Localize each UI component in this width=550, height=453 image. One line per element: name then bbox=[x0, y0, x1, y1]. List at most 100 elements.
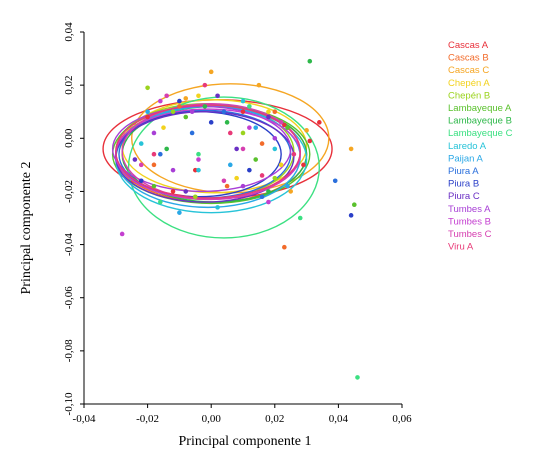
legend-entry-15: Tumbes B bbox=[448, 216, 491, 227]
point-3-2 bbox=[304, 128, 309, 133]
y-tick-label: -0,10 bbox=[63, 392, 75, 415]
x-tick-label: -0,02 bbox=[136, 413, 159, 425]
point-10-4 bbox=[227, 162, 233, 168]
point-7-5 bbox=[202, 104, 208, 109]
legend-entry-2: Cascas B bbox=[448, 53, 489, 64]
y-tick-label: -0,04 bbox=[63, 233, 75, 256]
point-2-3 bbox=[177, 104, 182, 109]
point-5-2 bbox=[240, 130, 246, 136]
point-9-5 bbox=[215, 205, 220, 210]
confidence-ellipses bbox=[102, 83, 333, 239]
y-tick-label: 0,02 bbox=[63, 76, 75, 95]
legend-entry-17: Viru A bbox=[448, 242, 474, 253]
data-points bbox=[119, 58, 360, 380]
point-10-2 bbox=[253, 125, 259, 130]
ellipse-17 bbox=[115, 104, 301, 199]
point-9-4 bbox=[272, 146, 278, 152]
legend-entry-12: Piura B bbox=[448, 179, 479, 190]
point-12-4 bbox=[247, 167, 252, 173]
point-6-5 bbox=[285, 125, 290, 130]
point-1-6 bbox=[240, 109, 246, 115]
axes: -0,04 -0,02 0,00 0,02 0,04 0,06 0,04 0,02 0,00 -0… bbox=[63, 22, 412, 425]
x-tick-label: 0,04 bbox=[329, 413, 349, 425]
point-15-4 bbox=[266, 199, 271, 205]
point-12-5 bbox=[177, 98, 182, 104]
point-2-2 bbox=[259, 141, 265, 146]
legend-entry-3: Cascas C bbox=[448, 65, 489, 76]
legend-entry-11: Piura A bbox=[448, 166, 479, 177]
y-axis-title: Principal componente 2 bbox=[19, 162, 34, 295]
point-16-5 bbox=[240, 146, 246, 152]
point-16-1 bbox=[164, 93, 169, 99]
legend-entry-8: Lambayeque C bbox=[448, 128, 513, 139]
x-axis-title: Principal componente 1 bbox=[179, 434, 312, 449]
point-13-1 bbox=[132, 157, 138, 162]
point-12-3 bbox=[208, 120, 214, 125]
point-13-2 bbox=[234, 146, 239, 152]
point-15-3 bbox=[196, 157, 201, 162]
point-17-1 bbox=[202, 82, 208, 88]
legend-entry-10: Paijan A bbox=[448, 153, 484, 164]
point-1-2 bbox=[282, 122, 287, 128]
point-4-2 bbox=[161, 125, 166, 130]
point-6-2 bbox=[183, 114, 189, 120]
point-17-5 bbox=[291, 151, 297, 157]
point-16-4 bbox=[138, 162, 144, 168]
point-13-5 bbox=[215, 93, 220, 99]
point-7-3 bbox=[164, 146, 169, 152]
point-3-3 bbox=[256, 82, 262, 88]
point-4-1 bbox=[266, 109, 271, 115]
point-13-4 bbox=[183, 189, 189, 194]
point-14-4 bbox=[272, 135, 278, 141]
point-3-4 bbox=[183, 96, 189, 101]
point-15-1 bbox=[119, 231, 125, 237]
point-11-3 bbox=[221, 109, 227, 115]
point-9-2 bbox=[240, 98, 246, 104]
point-1-7 bbox=[317, 120, 322, 125]
point-17-4 bbox=[227, 130, 233, 136]
point-14-3 bbox=[189, 109, 195, 115]
point-8-3 bbox=[158, 199, 163, 205]
point-1-4 bbox=[145, 114, 150, 120]
point-5-3 bbox=[193, 194, 198, 200]
legend-entry-16: Tumbes C bbox=[448, 229, 492, 240]
point-3-1 bbox=[348, 146, 354, 152]
legend-entry-14: Tumbes A bbox=[448, 204, 491, 215]
legend-entry-5: Chepén B bbox=[448, 90, 490, 101]
point-7-2 bbox=[224, 120, 230, 125]
x-tick-label: -0,04 bbox=[73, 413, 96, 425]
point-17-2 bbox=[259, 173, 265, 178]
point-8-4 bbox=[297, 215, 303, 221]
y-tick-label: 0,00 bbox=[63, 128, 75, 148]
legend-entry-6: Lambayeque A bbox=[448, 103, 512, 114]
point-8-5 bbox=[196, 151, 201, 157]
point-5-1 bbox=[145, 85, 150, 91]
point-10-3 bbox=[145, 109, 150, 115]
point-1-5 bbox=[193, 167, 198, 173]
point-6-1 bbox=[352, 202, 357, 208]
point-14-5 bbox=[170, 167, 176, 173]
legend-entry-9: Laredo A bbox=[448, 141, 487, 152]
legend-entry-13: Piura C bbox=[448, 191, 480, 202]
plot-area bbox=[102, 58, 360, 380]
point-5-4 bbox=[272, 175, 278, 181]
legend-entry-4: Chepén A bbox=[448, 78, 490, 89]
ellipse-14 bbox=[111, 105, 292, 193]
point-6-3 bbox=[253, 157, 259, 162]
point-9-3 bbox=[138, 141, 144, 146]
point-12-1 bbox=[348, 213, 354, 218]
point-3-6 bbox=[208, 69, 214, 75]
y-tick-label: -0,08 bbox=[63, 339, 75, 362]
y-tick-label: 0,04 bbox=[63, 22, 75, 42]
point-2-4 bbox=[224, 183, 230, 189]
point-14-2 bbox=[240, 183, 246, 189]
point-4-5 bbox=[196, 93, 201, 99]
point-13-3 bbox=[266, 114, 271, 120]
x-tick-label: 0,00 bbox=[202, 413, 222, 425]
point-8-2 bbox=[247, 104, 252, 109]
point-3-5 bbox=[288, 189, 294, 194]
point-7-1 bbox=[307, 58, 313, 64]
point-15-2 bbox=[247, 125, 252, 130]
point-10-5 bbox=[285, 183, 290, 189]
